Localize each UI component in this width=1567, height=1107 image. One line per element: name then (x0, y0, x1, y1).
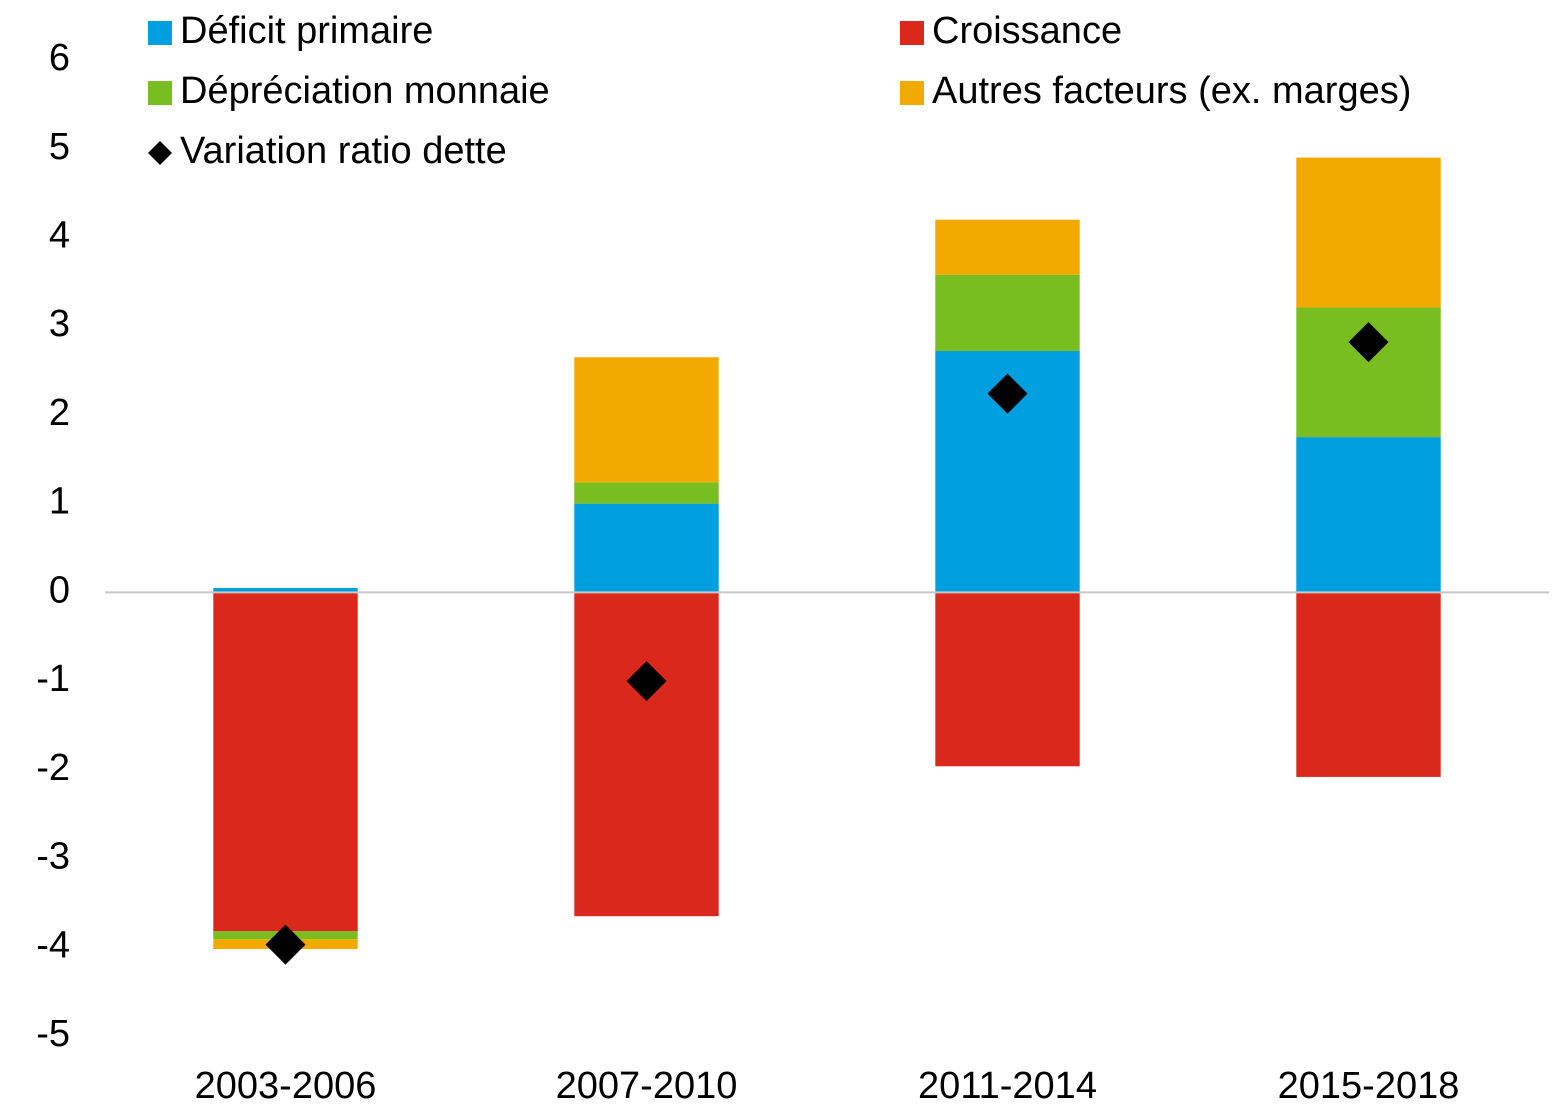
bar-segment (1296, 437, 1441, 593)
bar-segment (574, 482, 719, 504)
diamond-marker (1348, 322, 1389, 363)
y-tick-label: 1 (49, 481, 70, 523)
x-tick-label: 2003-2006 (195, 1065, 377, 1107)
legend-label: Variation ratio dette (180, 130, 507, 172)
diamond-marker (626, 661, 667, 702)
legend-label: Autres facteurs (ex. marges) (932, 70, 1411, 112)
bar-segment (935, 592, 1080, 767)
y-tick-label: -2 (36, 747, 70, 789)
legend-label: Déficit primaire (180, 10, 433, 52)
legend-marker (148, 141, 172, 165)
legend-swatch (148, 21, 172, 45)
y-tick-label: -4 (36, 924, 70, 966)
bar-segment (213, 592, 358, 932)
legend-label: Dépréciation monnaie (180, 70, 550, 112)
bar-segment (574, 503, 719, 593)
diamond-marker (987, 373, 1028, 414)
bar-segment (935, 219, 1080, 275)
y-tick-label: 0 (49, 569, 70, 611)
y-tick-label: 5 (49, 126, 70, 168)
bar-segment (574, 592, 719, 917)
legend-swatch (900, 81, 924, 105)
y-tick-label: 2 (49, 392, 70, 434)
y-tick-label: 6 (49, 37, 70, 79)
y-tick-label: -5 (36, 1013, 70, 1055)
bar-segment (1296, 592, 1441, 777)
x-tick-label: 2015-2018 (1278, 1065, 1460, 1107)
x-tick-label: 2011-2014 (918, 1065, 1097, 1107)
bar-segment (1296, 157, 1441, 308)
x-tick-label: 2007-2010 (556, 1065, 738, 1107)
diamond-marker (265, 924, 306, 965)
y-tick-label: 3 (49, 303, 70, 345)
legend-label: Croissance (932, 10, 1122, 52)
legend-swatch (900, 21, 924, 45)
y-tick-label: -3 (36, 836, 70, 878)
bar-segment (213, 587, 358, 593)
y-tick-label: 4 (49, 214, 70, 256)
legend-swatch (148, 81, 172, 105)
bar-segment (935, 274, 1080, 352)
y-tick-label: -1 (36, 658, 70, 700)
bar-segment (574, 357, 719, 483)
